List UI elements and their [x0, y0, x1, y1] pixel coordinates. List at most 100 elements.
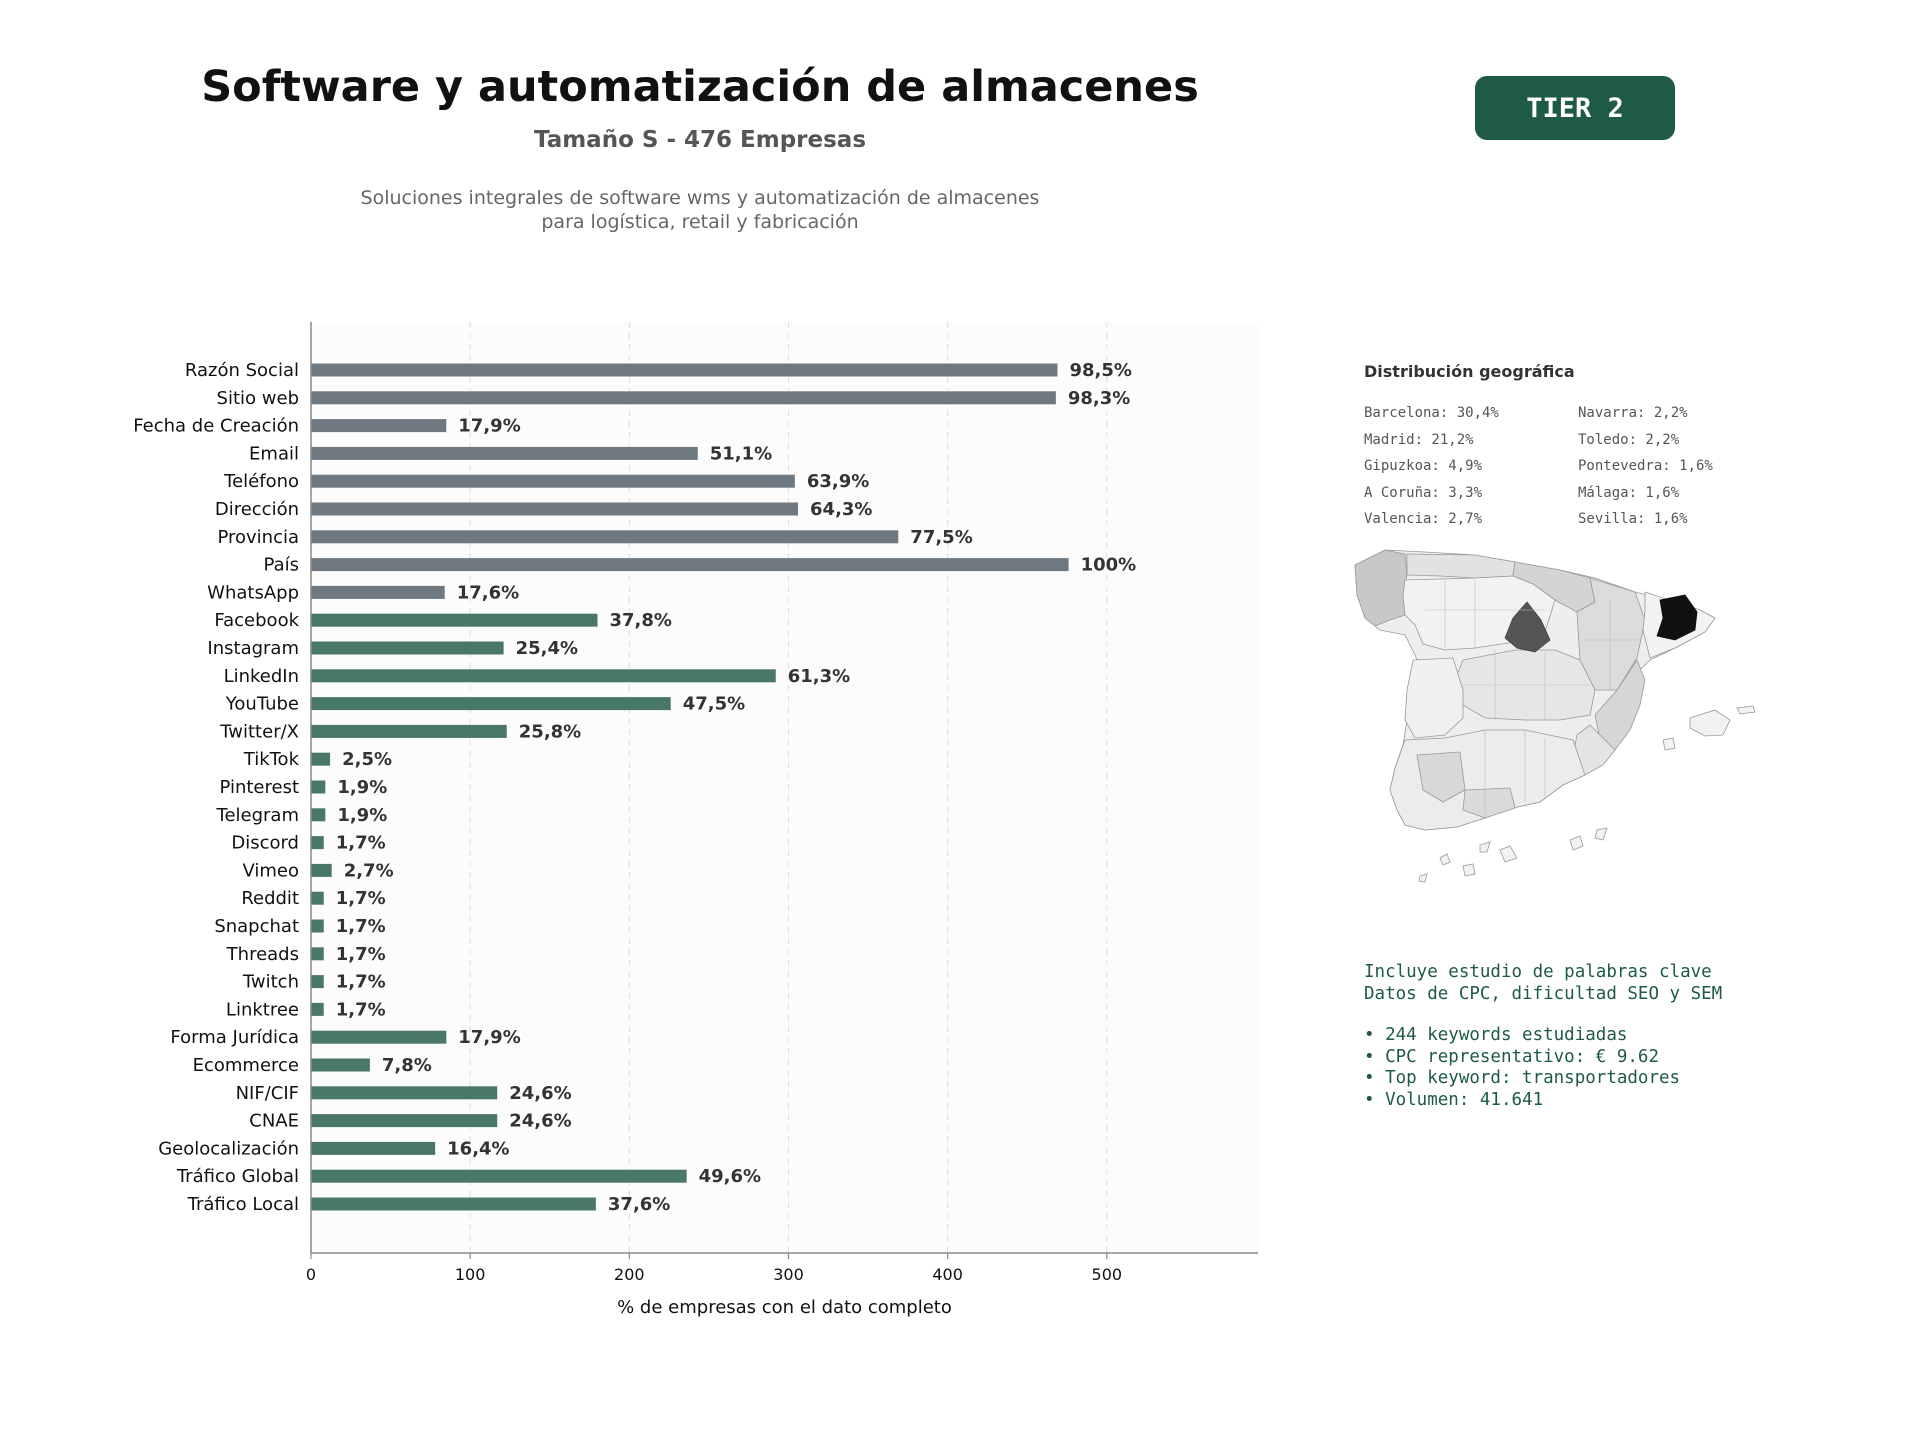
data-label: 24,6%	[509, 1083, 571, 1104]
map-valencia	[1594, 659, 1646, 751]
x-tick-label: 300	[773, 1265, 804, 1284]
bar	[311, 419, 447, 433]
data-label: 17,9%	[458, 416, 520, 437]
category-label: Vimeo	[242, 860, 299, 881]
bar	[311, 669, 776, 683]
category-label: Razón Social	[185, 360, 299, 381]
category-label: WhatsApp	[207, 582, 299, 603]
category-label: LinkedIn	[224, 666, 299, 687]
data-label: 7,8%	[382, 1055, 432, 1076]
data-label: 2,5%	[342, 749, 392, 770]
category-label: Instagram	[207, 638, 299, 659]
x-tick-label: 400	[932, 1265, 963, 1284]
bar	[311, 1086, 498, 1100]
category-label: Threads	[226, 944, 299, 965]
bar	[311, 446, 698, 460]
geo-item: Barcelona: 30,4%	[1364, 405, 1499, 421]
data-label: 37,8%	[609, 610, 671, 631]
keywords-line: Incluye estudio de palabras clave	[1364, 962, 1712, 982]
category-label: YouTube	[225, 694, 299, 715]
geo-item: Gipuzkoa: 4,9%	[1364, 458, 1483, 474]
bar	[311, 1030, 447, 1044]
x-tick-label: 0	[306, 1265, 316, 1284]
page-subtitle: Tamaño S - 476 Empresas	[533, 127, 867, 153]
bar	[311, 1114, 498, 1128]
tier-badge: TIER 2	[1475, 76, 1675, 140]
geo-item: Málaga: 1,6%	[1578, 484, 1680, 501]
bar	[311, 641, 504, 655]
data-label: 25,8%	[519, 721, 581, 742]
bar	[311, 697, 671, 711]
category-label: Pinterest	[219, 777, 299, 798]
category-label: Facebook	[214, 610, 299, 631]
bar	[311, 752, 331, 766]
bar	[311, 502, 799, 516]
geo-title: Distribución geográfica	[1364, 362, 1575, 381]
x-tick-label: 200	[614, 1265, 645, 1284]
geo-list-left: Barcelona: 30,4% Madrid: 21,2% Gipuzkoa:…	[1364, 400, 1499, 533]
data-label: 1,7%	[336, 972, 386, 993]
data-label: 16,4%	[447, 1138, 509, 1159]
page-description: Soluciones integrales de software wms y …	[0, 186, 1400, 234]
map-canary-7	[1479, 841, 1491, 853]
bar	[311, 808, 326, 822]
keywords-bullet: • Top keyword: transportadores	[1364, 1068, 1681, 1088]
map-ibiza	[1662, 737, 1676, 751]
bar	[311, 891, 324, 905]
category-label: NIF/CIF	[236, 1083, 299, 1104]
category-label: Twitch	[242, 972, 299, 993]
category-label: Sitio web	[217, 388, 299, 409]
bar	[311, 1002, 324, 1016]
data-label: 77,5%	[910, 527, 972, 548]
bar	[311, 836, 324, 850]
category-label: Snapchat	[214, 916, 299, 937]
data-label: 1,7%	[336, 833, 386, 854]
category-label: Linktree	[226, 999, 299, 1020]
data-label: 98,3%	[1068, 388, 1130, 409]
map-galicia	[1354, 549, 1408, 627]
map-extremadura	[1404, 657, 1464, 739]
data-label: 1,7%	[336, 888, 386, 909]
bar	[311, 585, 445, 599]
category-label: Dirección	[215, 499, 299, 520]
data-label: 2,7%	[344, 860, 394, 881]
map-cantabrian	[1406, 553, 1516, 579]
x-axis-label: % de empresas con el dato completo	[617, 1297, 952, 1318]
data-label: 1,7%	[336, 944, 386, 965]
category-label: Tráfico Global	[176, 1166, 299, 1187]
data-label: 1,7%	[336, 916, 386, 937]
geo-item: Madrid: 21,2%	[1364, 431, 1474, 448]
x-tick-label: 100	[455, 1265, 486, 1284]
data-label: 17,6%	[457, 582, 519, 603]
map-canary-5	[1439, 853, 1451, 866]
data-label: 37,6%	[608, 1194, 670, 1215]
category-label: Discord	[231, 833, 299, 854]
bar	[311, 1197, 596, 1211]
geo-list-right: Navarra: 2,2% Toledo: 2,2% Pontevedra: 1…	[1578, 400, 1713, 533]
category-label: TikTok	[243, 749, 300, 770]
keywords-bullet: • CPC representativo: € 9.62	[1364, 1046, 1660, 1067]
plot-area	[311, 322, 1258, 1253]
spain-map	[1354, 549, 1756, 883]
bar	[311, 780, 326, 794]
data-label: 64,3%	[810, 499, 872, 520]
keywords-bullet: • Volumen: 41.641	[1364, 1089, 1544, 1110]
page-title: Software y automatización de almacenes	[201, 62, 1199, 112]
map-canary-3	[1499, 845, 1518, 863]
map-canary-2	[1594, 827, 1608, 841]
geo-item: Pontevedra: 1,6%	[1578, 458, 1713, 474]
map-menorca	[1736, 705, 1756, 715]
category-label: Provincia	[217, 527, 299, 548]
data-label: 63,9%	[807, 471, 869, 492]
category-label: Forma Jurídica	[170, 1027, 299, 1048]
bar	[311, 863, 332, 877]
category-label: Ecommerce	[193, 1055, 299, 1076]
data-label: 49,6%	[699, 1166, 761, 1187]
data-label: 100%	[1081, 555, 1137, 576]
keywords-bullet: • 244 keywords estudiadas	[1364, 1025, 1628, 1045]
keywords-line: Datos de CPC, dificultad SEO y SEM	[1364, 983, 1723, 1004]
data-label: 47,5%	[683, 694, 745, 715]
map-madrid	[1504, 601, 1551, 653]
map-canary-6	[1418, 873, 1428, 883]
data-label: 17,9%	[458, 1027, 520, 1048]
